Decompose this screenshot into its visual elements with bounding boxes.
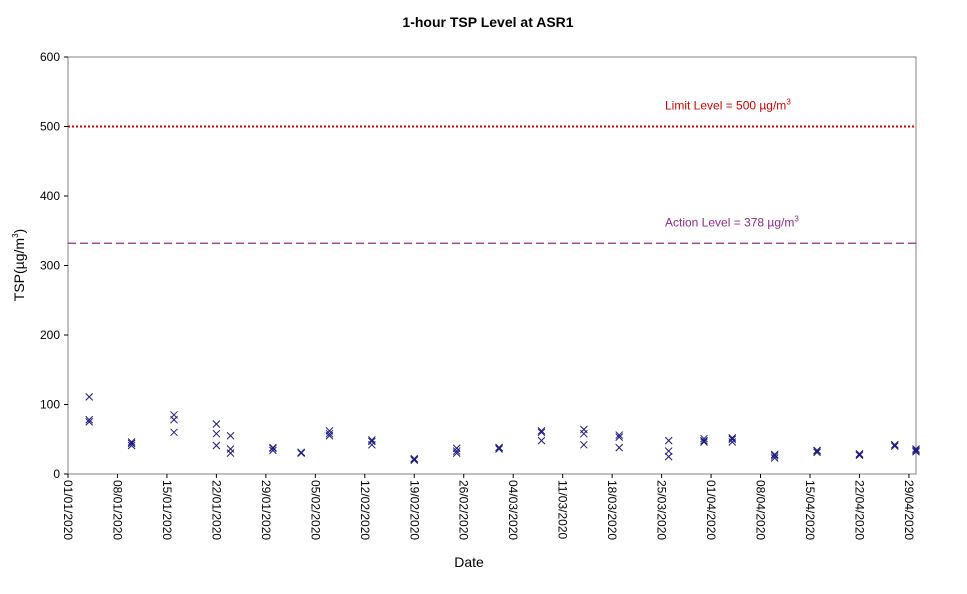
limit-level-label: Limit Level = 500 µg/m3 — [665, 98, 791, 113]
data-point — [813, 448, 821, 457]
y-tick-label: 500 — [40, 120, 60, 134]
data-point — [495, 443, 503, 452]
y-tick-label: 100 — [40, 398, 60, 412]
data-point — [212, 441, 221, 450]
y-tick-label: 300 — [40, 259, 60, 273]
data-point — [537, 428, 546, 437]
x-tick-label: 11/03/2020 — [556, 480, 570, 539]
x-tick-label: 01/04/2020 — [704, 480, 718, 540]
y-tick-label: 200 — [40, 328, 60, 342]
y-axis-label: TSP(µg/m3) — [11, 229, 27, 301]
x-tick-label: 15/01/2020 — [160, 480, 174, 540]
data-point — [226, 445, 235, 453]
x-tick-label: 29/01/2020 — [259, 480, 273, 540]
data-point — [269, 446, 277, 455]
data-point — [325, 427, 334, 435]
x-tick-label: 15/04/2020 — [803, 480, 817, 540]
data-point — [212, 429, 221, 438]
data-point — [664, 452, 673, 461]
x-tick-label: 22/04/2020 — [852, 480, 866, 540]
data-point — [85, 415, 94, 424]
x-tick-label: 12/02/2020 — [358, 480, 372, 540]
data-point — [912, 447, 920, 456]
data-point — [170, 411, 178, 419]
action-level-label: Action Level = 378 µg/m3 — [665, 214, 799, 229]
data-point — [410, 454, 419, 463]
data-point — [495, 445, 503, 453]
data-point — [615, 443, 624, 452]
y-tick-label: 600 — [40, 50, 60, 64]
data-point — [700, 434, 708, 443]
data-point — [226, 449, 235, 458]
x-tick-label: 05/02/2020 — [308, 480, 322, 540]
data-point — [85, 393, 94, 401]
x-tick-label: 22/01/2020 — [209, 480, 223, 540]
data-point — [212, 420, 221, 428]
data-point — [226, 431, 235, 440]
x-tick-label: 08/01/2020 — [110, 480, 124, 540]
x-tick-label: 18/03/2020 — [605, 480, 619, 540]
data-point — [127, 438, 136, 446]
data-point — [170, 428, 178, 437]
x-tick-label: 01/01/2020 — [61, 480, 75, 540]
data-point — [452, 447, 461, 455]
data-point — [127, 441, 136, 450]
data-point — [368, 436, 376, 444]
data-point — [297, 448, 306, 457]
data-point — [770, 454, 779, 462]
data-point — [325, 429, 334, 438]
data-point — [728, 434, 737, 442]
data-point — [537, 427, 546, 435]
y-tick-label: 400 — [40, 189, 60, 203]
data-point — [770, 452, 779, 460]
data-point — [615, 433, 624, 442]
data-point — [664, 436, 673, 445]
data-point — [127, 439, 136, 448]
data-point — [912, 445, 920, 453]
data-point — [728, 435, 737, 444]
data-point — [855, 449, 864, 458]
data-point — [269, 443, 277, 452]
data-point — [700, 438, 708, 446]
data-point — [770, 450, 779, 459]
chart-title: 1-hour TSP Level at ASR1 — [402, 14, 573, 30]
y-tick-label: 0 — [53, 467, 60, 481]
data-point — [615, 431, 624, 439]
data-point — [452, 444, 461, 453]
data-point — [890, 440, 899, 449]
data-point — [85, 418, 94, 426]
data-point — [580, 425, 588, 434]
data-point — [580, 440, 588, 449]
x-tick-label: 29/04/2020 — [902, 480, 916, 540]
x-tick-label: 19/02/2020 — [407, 480, 421, 540]
plot-area — [67, 56, 917, 475]
x-tick-label: 04/03/2020 — [506, 480, 520, 540]
data-point — [700, 436, 708, 445]
x-tick-label: 26/02/2020 — [457, 480, 471, 540]
x-axis-label: Date — [454, 554, 484, 570]
data-point — [813, 446, 821, 455]
data-point — [537, 436, 546, 445]
data-point — [664, 447, 673, 455]
data-point — [890, 442, 899, 451]
data-point — [368, 437, 376, 446]
data-point — [580, 429, 588, 438]
x-tick-label: 25/03/2020 — [655, 480, 669, 540]
x-tick-label: 08/04/2020 — [754, 480, 768, 540]
data-point — [912, 446, 920, 455]
